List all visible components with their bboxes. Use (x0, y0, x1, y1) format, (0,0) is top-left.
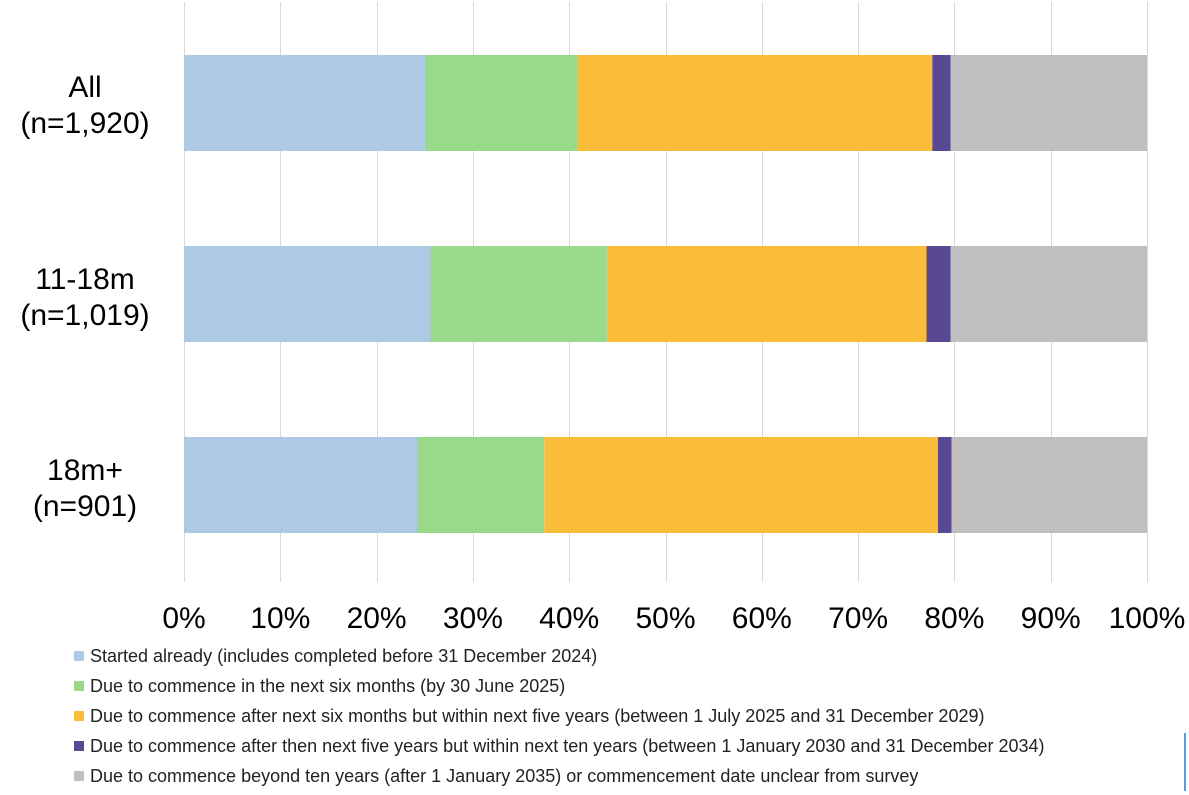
bar-segment-0-2 (576, 55, 933, 151)
legend-item-beyond-ten-years: Due to commence beyond ten years (after … (74, 761, 1045, 791)
category-label-all: All (n=1,920) (20, 71, 150, 140)
legend-label: Due to commence in the next six months (… (90, 675, 566, 696)
x-tick-label: 50% (635, 602, 696, 635)
bar-segment-1-2 (606, 246, 927, 342)
stacked-bar-chart (184, 2, 1148, 582)
bar-segment-1-4 (950, 246, 1147, 342)
category-label-11-18m: 11-18m (n=1,019) (20, 263, 150, 332)
bar-segment-1-3 (926, 246, 951, 342)
bar-segment-1-1 (430, 246, 607, 342)
bar-segment-2-0 (184, 437, 417, 533)
bar-segment-2-3 (938, 437, 952, 533)
x-tick-label: 40% (539, 602, 600, 635)
x-tick-label: 70% (828, 602, 889, 635)
x-tick-label: 100% (1108, 602, 1186, 635)
x-tick-label: 20% (346, 602, 407, 635)
legend-item-within-ten-years: Due to commence after then next five yea… (74, 731, 1045, 761)
x-tick-label: 10% (250, 602, 311, 635)
legend-swatch (74, 771, 84, 781)
bar-segment-1-0 (184, 246, 431, 342)
bar-segment-2-1 (417, 437, 545, 533)
category-label-18m-plus: 18m+ (n=901) (32, 454, 138, 523)
chart-area: All (n=1,920) 11-18m (n=1,019) 18m+ (n=9… (20, 2, 1186, 635)
legend-label: Due to commence beyond ten years (after … (90, 765, 919, 786)
legend-swatch (74, 711, 84, 721)
x-tick-label: 80% (924, 602, 985, 635)
x-tick-label: 0% (162, 602, 206, 635)
legend-label: Due to commence after next six months bu… (90, 705, 985, 726)
legend-label: Due to commence after then next five yea… (90, 735, 1045, 756)
legend-swatch (74, 681, 84, 691)
bar-segment-0-3 (932, 55, 951, 151)
bar-segment-2-4 (951, 437, 1147, 533)
legend-item-within-five-years: Due to commence after next six months bu… (74, 701, 1045, 731)
x-tick-label: 90% (1020, 602, 1081, 635)
x-tick-label: 30% (442, 602, 503, 635)
legend-swatch (74, 651, 84, 661)
bar-segment-0-1 (424, 55, 577, 151)
x-tick-label: 60% (731, 602, 792, 635)
bar-segment-2-2 (544, 437, 939, 533)
legend: Started already (includes completed befo… (74, 641, 1045, 791)
legend-label: Started already (includes completed befo… (90, 645, 598, 666)
legend-item-started-already: Started already (includes completed befo… (74, 641, 1045, 671)
bar-segment-0-0 (184, 55, 425, 151)
legend-item-next-six-months: Due to commence in the next six months (… (74, 671, 1045, 701)
bar-segment-0-4 (950, 55, 1147, 151)
edge-marker (1184, 733, 1186, 791)
legend-swatch (74, 741, 84, 751)
bars (184, 55, 1147, 533)
